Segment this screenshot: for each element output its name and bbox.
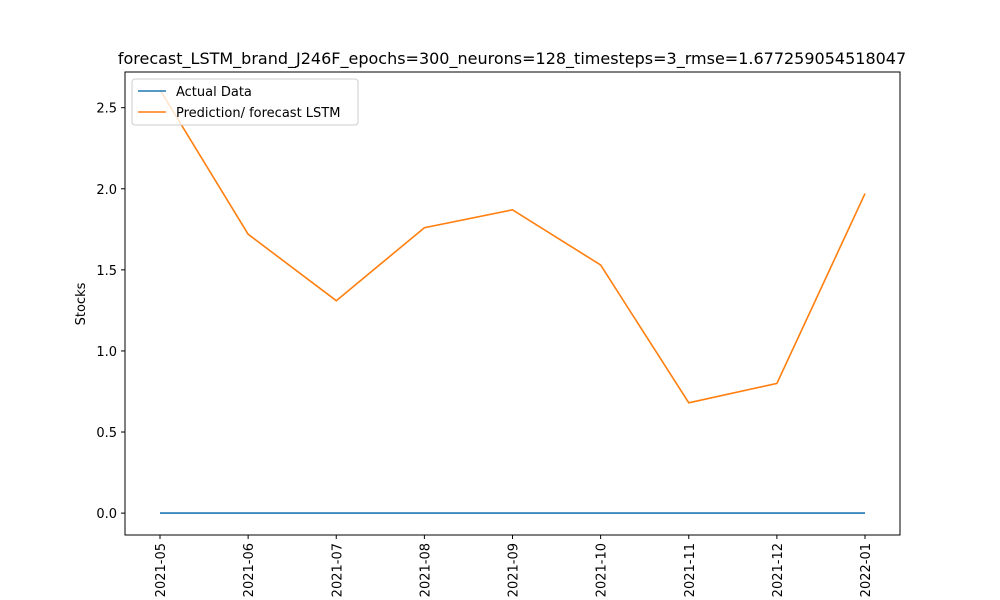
y-tick-label: 2.0 bbox=[96, 183, 117, 198]
x-tick-label: 2021-08 bbox=[418, 543, 433, 597]
x-tick-label: 2021-05 bbox=[154, 543, 169, 597]
legend-label: Prediction/ forecast LSTM bbox=[176, 106, 340, 121]
legend-label: Actual Data bbox=[176, 85, 252, 100]
x-tick-label: 2021-09 bbox=[507, 543, 522, 597]
y-tick-label: 2.5 bbox=[96, 102, 117, 117]
legend-box bbox=[131, 78, 359, 126]
y-axis: 0.0 0.5 1.0 1.5 2.0 2.5 bbox=[96, 102, 125, 522]
x-tick-label: 2021-07 bbox=[330, 543, 345, 597]
series-line-1 bbox=[159, 89, 866, 404]
y-tick-label: 0.5 bbox=[96, 426, 117, 441]
y-axis-label: Stocks bbox=[74, 282, 89, 325]
x-tick-label: 2021-06 bbox=[242, 543, 257, 597]
x-axis: 2021-05 2021-06 2021-07 2021-08 2021-09 2021-… bbox=[154, 535, 874, 597]
chart-title: forecast_LSTM_brand_J246F_epochs=300_neu… bbox=[118, 49, 906, 69]
y-tick-label: 0.0 bbox=[96, 507, 117, 522]
plot-area bbox=[124, 71, 901, 536]
x-tick-label: 2022-01 bbox=[859, 543, 874, 597]
series-layer bbox=[159, 89, 866, 514]
y-tick-label: 1.0 bbox=[96, 345, 117, 360]
y-tick-label: 1.5 bbox=[96, 264, 117, 279]
legend: Actual Data Prediction/ forecast LSTM bbox=[131, 78, 359, 126]
x-tick-label: 2021-11 bbox=[683, 543, 698, 597]
x-tick-label: 2021-10 bbox=[595, 543, 610, 597]
x-tick-label: 2021-12 bbox=[771, 543, 786, 597]
